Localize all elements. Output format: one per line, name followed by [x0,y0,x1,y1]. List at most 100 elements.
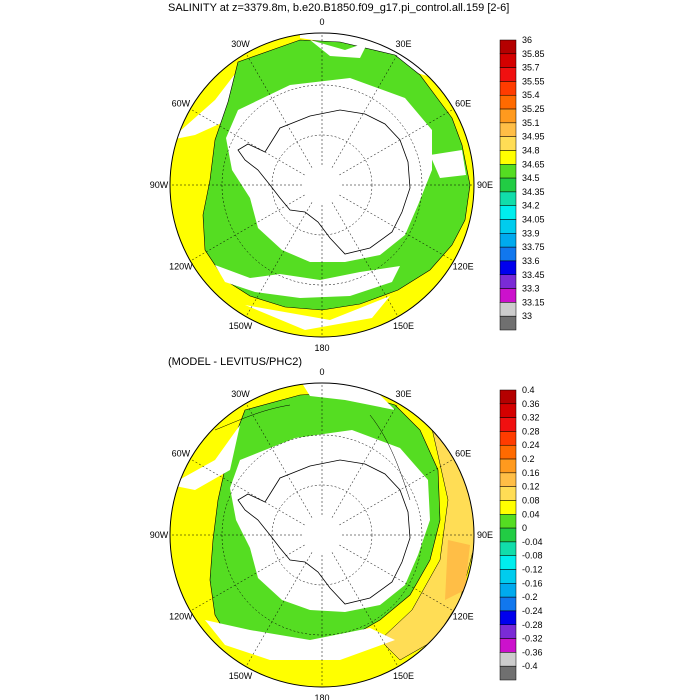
colorbar-label: -0.28 [522,620,543,630]
p2-orange-patch [379,419,474,661]
colorbar-label: -0.12 [522,565,543,575]
colorbar-label: 33.3 [522,284,540,294]
colorbar-label: 34.05 [522,215,545,225]
lon-label: 90E [477,180,493,190]
colorbar-swatch [499,136,517,151]
lon-label: 150E [393,671,414,681]
lon-label: 60E [455,449,471,459]
panel1-title: SALINITY at z=3379.8m, b.e20.B1850.f09_g… [168,2,510,14]
colorbar-label: 33.9 [522,228,540,238]
lon-label: 150W [229,321,253,331]
panel2-map [169,382,475,688]
colorbar-swatch [499,81,517,96]
colorbar-swatch [499,177,517,193]
lon-label: 60E [455,99,471,109]
colorbar-label: 0.16 [522,468,540,478]
lon-label: 30E [395,389,411,399]
colorbar-label: 0.4 [522,385,535,395]
panel1-colorbar: 36 35.85 35.7 35.55 35.4 35.25 35.1 34.95 34.8 34… [499,35,545,331]
colorbar-label: -0.4 [522,661,538,671]
colorbar-swatch [499,315,517,331]
colorbar-swatch [499,514,517,529]
colorbar-label: 33.45 [522,270,545,280]
panel2-colorbar: 0.4 0.36 0.32 0.28 0.24 0.2 0.16 0.12 0.08 0.04 0 -… [499,385,543,681]
colorbar-label: -0.04 [522,537,543,547]
colorbar-swatch [499,191,517,206]
colorbar-swatch [499,219,517,234]
lon-label: 0 [319,17,324,27]
colorbar-swatch [499,527,517,543]
lon-label: 90W [150,530,169,540]
colorbar-swatch [499,472,517,487]
p1-white-patch [310,40,368,58]
colorbar-label: -0.32 [522,634,543,644]
p1-white-patch [245,296,390,330]
colorbar-swatch [499,108,517,124]
colorbar-swatch [499,53,517,68]
lon-label: 120E [453,612,474,622]
colorbar-swatch [499,500,517,515]
colorbar-swatch [499,486,517,501]
colorbar-swatch [499,274,517,289]
colorbar-label: 35.25 [522,104,545,114]
lon-label: 30W [231,389,250,399]
colorbar-label: -0.36 [522,647,543,657]
lon-label: 180 [314,343,329,353]
colorbar-swatch [499,150,517,165]
colorbar-label: 0.24 [522,440,540,450]
p2-orange-patch [445,540,470,600]
colorbar-label: 34.5 [522,173,540,183]
colorbar-label: 36 [522,35,532,45]
colorbar-label: 0.04 [522,509,540,519]
colorbar-swatch [499,583,517,598]
p1-white-patch [430,150,466,178]
colorbar-label: -0.24 [522,606,543,616]
colorbar-swatch [499,94,517,110]
colorbar-label: 0.2 [522,454,535,464]
lon-label: 150W [229,671,253,681]
colorbar-swatch [499,403,517,418]
colorbar-swatch [499,39,517,55]
lon-label: 90W [150,180,169,190]
colorbar-swatch [499,652,517,667]
colorbar-swatch [499,205,517,220]
colorbar-label: 34.35 [522,187,545,197]
colorbar-swatch [499,638,517,653]
colorbar-label: 35.85 [522,49,545,59]
lon-label: 30W [231,39,250,49]
colorbar-label: 34.8 [522,145,540,155]
p1-antarctica-coast [237,109,411,255]
colorbar-swatch [499,431,517,446]
lon-label: 120W [169,262,193,272]
colorbar-label: 33.15 [522,297,545,307]
colorbar-label: 34.2 [522,201,540,211]
lon-label: 180 [314,693,329,700]
colorbar-label: 0 [522,523,527,533]
colorbar-swatch [499,596,517,612]
colorbar-label: 0.36 [522,399,540,409]
colorbar-label: 0.12 [522,482,540,492]
colorbar-swatch [499,260,517,276]
colorbar-label: 35.1 [522,118,540,128]
colorbar-swatch [499,555,517,570]
colorbar-label: 35.7 [522,63,540,73]
p2-antarctica-coast [237,459,411,605]
colorbar-swatch [499,541,517,556]
p2-white-patch [170,425,240,490]
lon-label: 90E [477,530,493,540]
colorbar-swatch [499,569,517,584]
colorbar-label: 0.28 [522,426,540,436]
colorbar-swatch [499,302,517,317]
colorbar-swatch [499,458,517,474]
lon-label: 60W [172,449,191,459]
colorbar-swatch [499,444,517,460]
colorbar-swatch [499,610,517,626]
colorbar-label: 35.4 [522,90,540,100]
panel2-title: (MODEL - LEVITUS/PHC2) [168,356,303,368]
colorbar-label: -0.08 [522,551,543,561]
lon-label: 0 [319,367,324,377]
colorbar-swatch [499,665,517,681]
lon-label: 60W [172,99,191,109]
colorbar-label: 0.32 [522,413,540,423]
